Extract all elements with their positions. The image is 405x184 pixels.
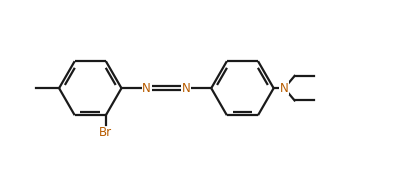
Text: N: N: [142, 82, 151, 95]
Text: Br: Br: [99, 126, 113, 139]
Text: N: N: [182, 82, 190, 95]
Text: N: N: [280, 82, 289, 95]
